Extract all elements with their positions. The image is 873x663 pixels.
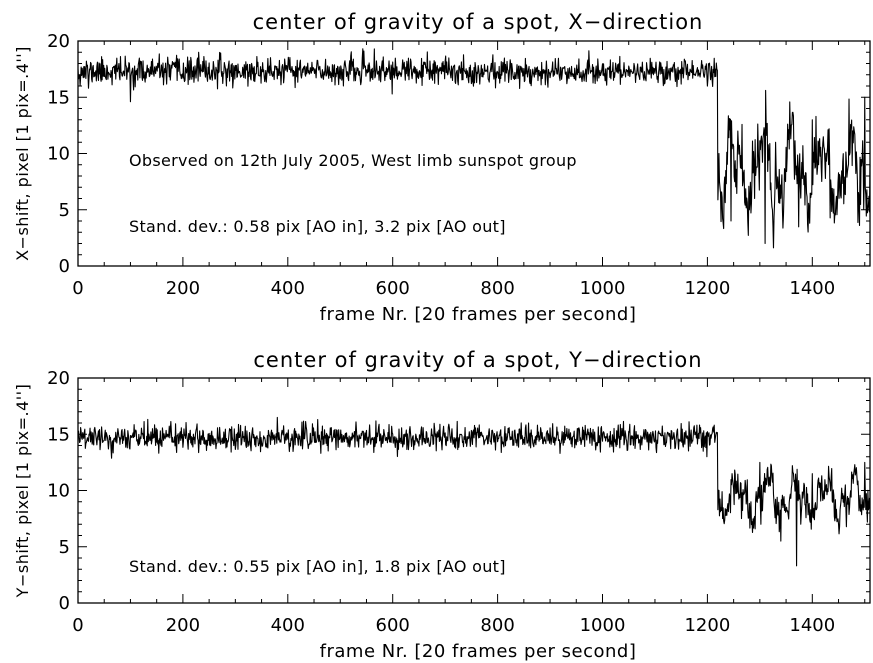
y-tick-label: 20: [47, 368, 70, 389]
y-tick-label: 0: [59, 256, 70, 277]
series-line: [77, 416, 871, 567]
x-tick-label: 0: [72, 278, 83, 299]
annotation-text: Stand. dev.: 0.58 pix [AO in], 3.2 pix […: [129, 217, 506, 236]
x-tick-label: 800: [480, 615, 514, 636]
x-tick-label: 1000: [580, 278, 626, 299]
x-tick-label: 800: [480, 278, 514, 299]
annotation-text: Observed on 12th July 2005, West limb su…: [129, 151, 577, 170]
y-axis-label: Y−shift, pixel [1 pix=.4'']: [13, 384, 32, 599]
y-tick-label: 10: [47, 144, 70, 165]
x-tick-label: 1000: [580, 615, 626, 636]
y-tick-label: 5: [59, 200, 70, 221]
y-tick-label: 0: [59, 593, 70, 614]
x-tick-label: 200: [166, 615, 200, 636]
x-tick-label: 600: [376, 615, 410, 636]
chart-title: center of gravity of a spot, Y−direction: [253, 348, 702, 372]
chart-panel-1: center of gravity of a spot, X−direction…: [13, 10, 871, 325]
x-tick-label: 400: [271, 615, 305, 636]
x-tick-label: 200: [166, 278, 200, 299]
x-axis-label: frame Nr. [20 frames per second]: [320, 641, 637, 662]
y-tick-label: 20: [47, 31, 70, 52]
x-tick-label: 600: [376, 278, 410, 299]
x-axis-label: frame Nr. [20 frames per second]: [320, 304, 637, 325]
x-tick-label: 400: [271, 278, 305, 299]
series-line: [77, 48, 871, 249]
x-tick-label: 1400: [789, 278, 835, 299]
chart-panel-2: center of gravity of a spot, Y−direction…: [13, 348, 871, 662]
y-tick-label: 5: [59, 537, 70, 558]
x-tick-label: 1200: [684, 615, 730, 636]
chart-title: center of gravity of a spot, X−direction: [253, 10, 704, 34]
y-axis-label: X−shift, pixel [1 pix=.4'']: [13, 46, 32, 261]
annotation-text: Stand. dev.: 0.55 pix [AO in], 1.8 pix […: [129, 557, 506, 576]
y-tick-label: 10: [47, 481, 70, 502]
x-tick-label: 1200: [684, 278, 730, 299]
x-tick-label: 1400: [789, 615, 835, 636]
y-tick-label: 15: [47, 424, 70, 445]
x-tick-label: 0: [72, 615, 83, 636]
y-tick-label: 15: [47, 87, 70, 108]
